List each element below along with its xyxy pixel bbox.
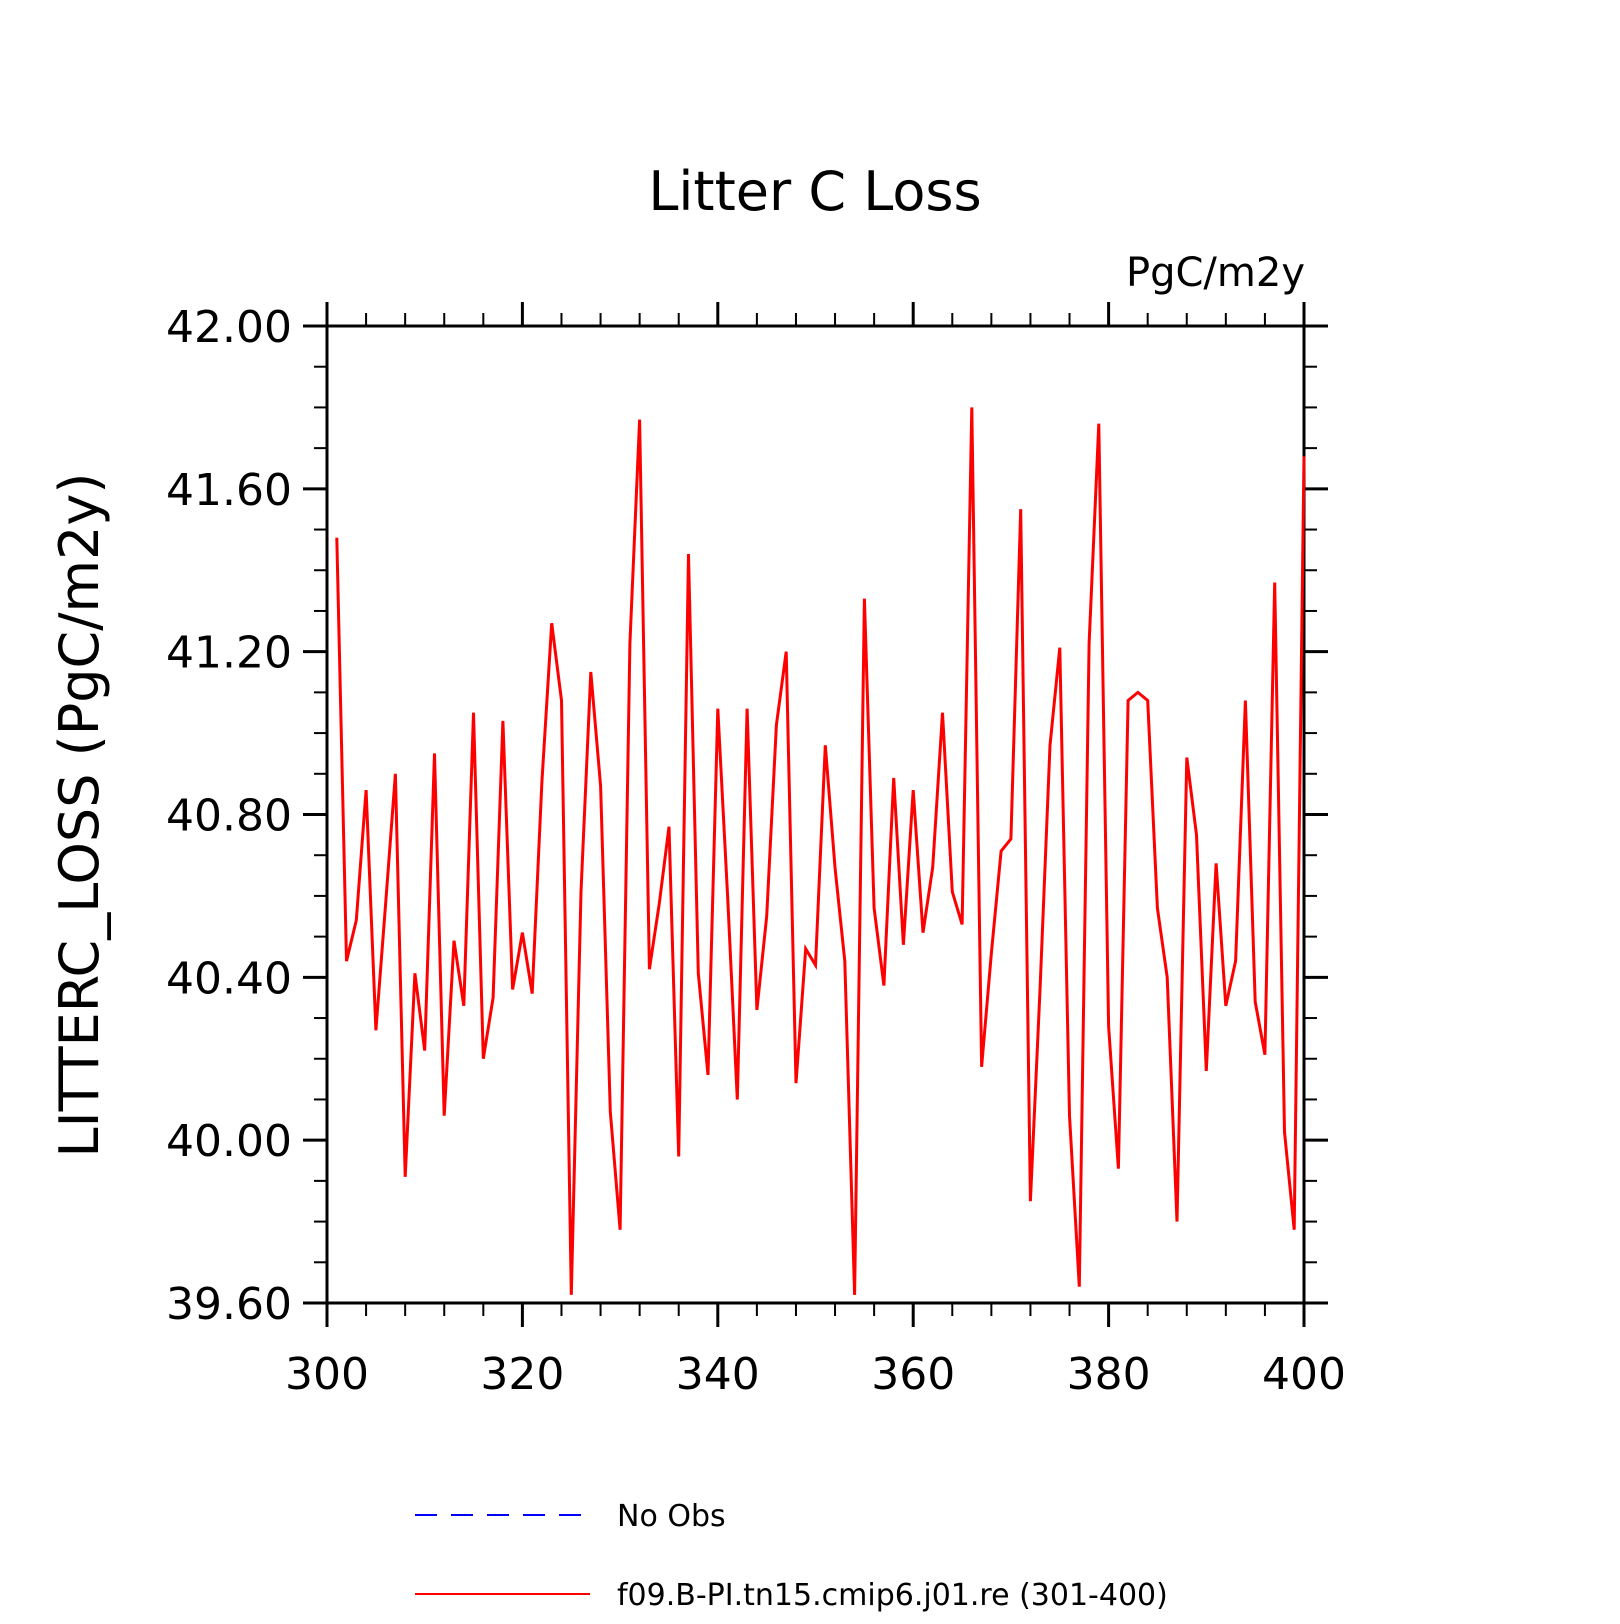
- x-tick-labels: 300 320 340 360 380 400: [285, 1349, 1346, 1400]
- x-tick-label: 380: [1067, 1349, 1151, 1400]
- plot-frame: [325, 324, 1306, 1305]
- plot-border: [325, 324, 1306, 1305]
- x-tick-label: 320: [480, 1349, 564, 1400]
- y-tick-label: 41.20: [166, 628, 292, 679]
- x-tick-label: 300: [285, 1349, 369, 1400]
- y-tick-labels: 39.60 40.00 40.40 40.80 41.20 41.60 42.00: [166, 302, 292, 1330]
- x-tick-label: 360: [871, 1349, 955, 1400]
- y-tick-label: 40.80: [166, 791, 292, 842]
- legend: No Obs f09.B-PI.tn15.cmip6.j01.re (301-4…: [415, 1499, 1168, 1613]
- y-tick-label: 42.00: [166, 302, 292, 353]
- x-tick-label: 340: [676, 1349, 760, 1400]
- legend-label-model: f09.B-PI.tn15.cmip6.j01.re (301-400): [617, 1578, 1168, 1613]
- series-layer: [335, 407, 1306, 1295]
- series-line: [335, 407, 1306, 1295]
- y-tick-label: 39.60: [166, 1279, 292, 1330]
- chart-title: Litter C Loss: [648, 160, 981, 223]
- y-tick-label: 40.00: [166, 1116, 292, 1167]
- x-tick-label: 400: [1262, 1349, 1346, 1400]
- axis-ticks: [303, 302, 1328, 1327]
- y-axis-label: LITTERC_LOSS (PgC/m2y): [48, 473, 111, 1158]
- y-tick-label: 41.60: [166, 465, 292, 516]
- y-tick-label: 40.40: [166, 953, 292, 1004]
- units-label: PgC/m2y: [1126, 250, 1305, 296]
- legend-label-no-obs: No Obs: [617, 1499, 726, 1534]
